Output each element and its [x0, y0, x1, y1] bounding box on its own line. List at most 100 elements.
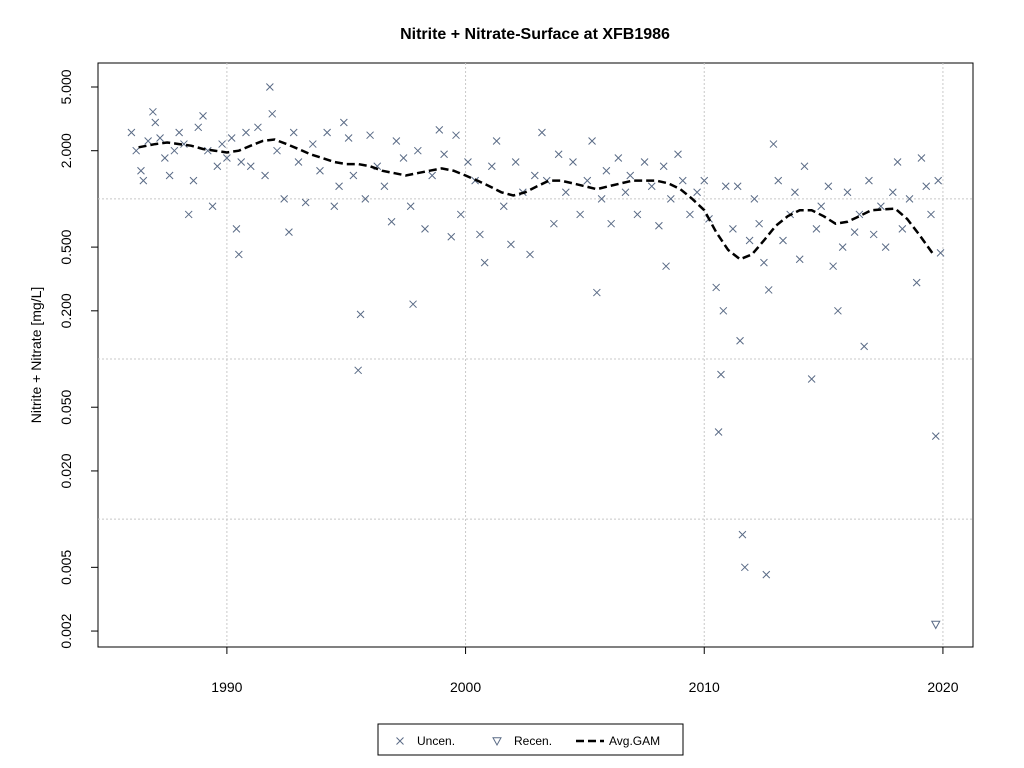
point: [662, 262, 670, 271]
point: [769, 140, 778, 148]
y-tick-label: 0.500: [58, 229, 74, 264]
point: [194, 123, 203, 132]
point: [464, 158, 472, 166]
point: [550, 219, 558, 228]
point: [406, 202, 415, 211]
point: [399, 154, 408, 162]
point: [409, 300, 417, 309]
point: [905, 195, 914, 203]
point: [538, 128, 546, 137]
point: [184, 210, 193, 219]
point: [447, 232, 456, 241]
point: [139, 176, 148, 185]
point: [180, 140, 188, 148]
legend-label: Recen.: [514, 734, 552, 748]
point: [674, 150, 682, 159]
point: [812, 225, 821, 233]
point: [936, 249, 945, 257]
point: [499, 202, 508, 211]
point: [452, 131, 460, 140]
point: [807, 375, 816, 383]
x-tick-label: 2000: [450, 679, 481, 695]
point: [237, 158, 246, 166]
point: [246, 162, 255, 171]
point: [132, 146, 141, 155]
point: [330, 202, 339, 211]
point: [242, 128, 250, 137]
point: [930, 620, 941, 630]
point: [285, 228, 293, 236]
point: [817, 202, 826, 211]
legend-box: [377, 723, 684, 756]
point: [893, 158, 902, 166]
point: [151, 118, 160, 127]
point: [387, 217, 396, 226]
point: [721, 182, 730, 191]
y-tick-label: 2.000: [58, 133, 74, 168]
point: [356, 310, 365, 319]
point: [860, 342, 869, 351]
point: [774, 176, 783, 185]
point: [492, 137, 501, 145]
point: [223, 154, 231, 162]
point: [175, 128, 184, 137]
point: [261, 171, 269, 180]
point: [149, 107, 157, 116]
point: [361, 195, 370, 203]
point: [456, 210, 465, 219]
legend-label: Avg.GAM: [609, 734, 660, 748]
point: [289, 128, 298, 137]
point: [428, 171, 437, 180]
point: [213, 162, 222, 171]
point: [588, 137, 596, 145]
point: [561, 188, 570, 197]
point: [764, 286, 773, 294]
point: [712, 283, 721, 292]
point: [865, 176, 873, 185]
legend-marker: [396, 737, 404, 745]
point: [156, 134, 164, 142]
point: [592, 288, 601, 297]
x-tick-label: 2020: [927, 679, 958, 695]
point: [850, 228, 859, 236]
y-tick-label: 5.000: [58, 69, 74, 104]
point: [254, 123, 262, 132]
point: [268, 109, 277, 118]
legend-label: Uncen.: [417, 734, 455, 748]
point: [435, 125, 444, 134]
point: [440, 150, 448, 159]
point: [165, 171, 174, 180]
point: [602, 166, 611, 175]
point: [843, 188, 852, 197]
point: [526, 250, 534, 259]
point: [421, 225, 429, 233]
point: [824, 182, 833, 191]
point: [349, 171, 358, 180]
point: [487, 162, 496, 171]
point: [736, 336, 744, 345]
point: [335, 182, 343, 191]
point: [127, 128, 136, 137]
point: [655, 221, 663, 230]
point: [199, 112, 207, 120]
point: [714, 428, 723, 436]
point: [189, 176, 198, 185]
point: [392, 137, 401, 145]
point: [838, 243, 847, 251]
point: [614, 154, 623, 162]
x-tick-label: 2010: [689, 679, 720, 695]
point: [507, 240, 515, 249]
point: [308, 140, 317, 148]
point: [678, 176, 687, 185]
point: [294, 158, 303, 166]
point: [597, 195, 606, 203]
point: [366, 131, 374, 140]
point: [700, 176, 709, 185]
point: [234, 250, 243, 259]
point: [569, 158, 577, 166]
point: [280, 195, 289, 203]
point: [413, 146, 422, 155]
point: [869, 230, 878, 239]
point: [927, 210, 935, 219]
